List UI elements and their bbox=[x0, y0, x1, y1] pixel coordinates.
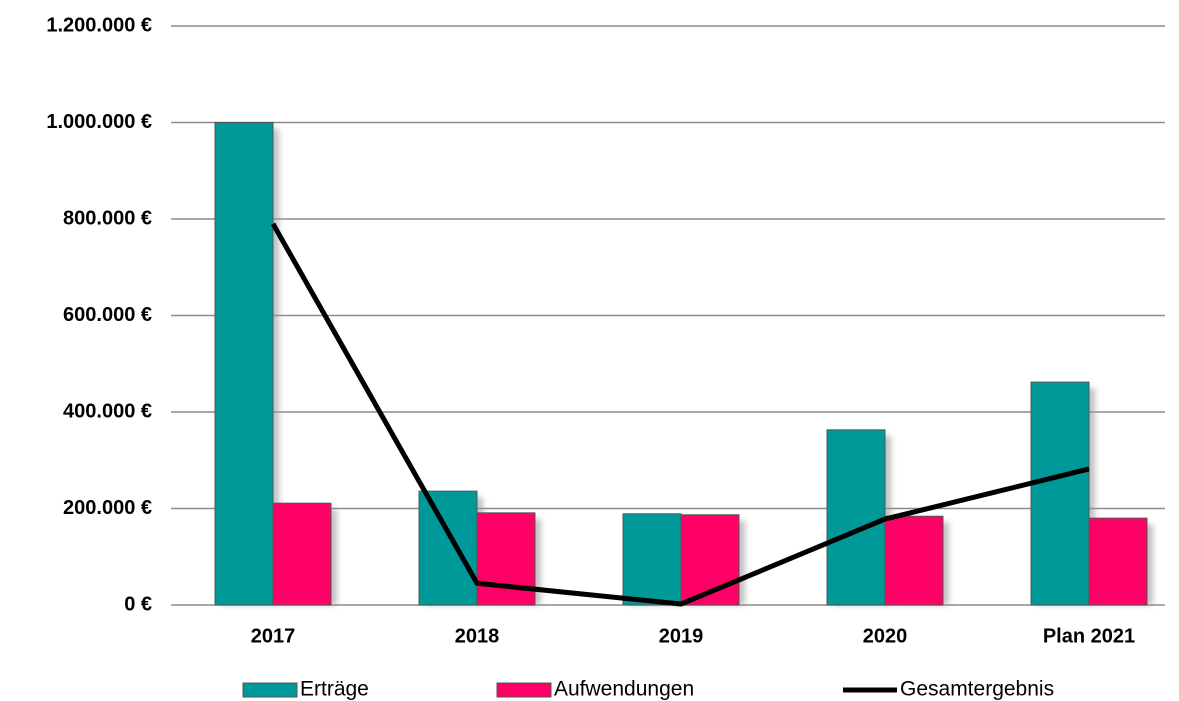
legend-swatch bbox=[242, 682, 298, 698]
y-tick-label: 1.000.000 € bbox=[46, 111, 152, 133]
bar bbox=[418, 490, 478, 606]
bar bbox=[622, 513, 682, 606]
bar bbox=[1088, 517, 1148, 606]
legend-label: Gesamtergebnis bbox=[900, 678, 1054, 701]
legend-swatch bbox=[496, 682, 552, 698]
x-tick-label: 2018 bbox=[455, 625, 500, 647]
y-tick-label: 0 € bbox=[124, 593, 152, 615]
y-tick-label: 400.000 € bbox=[63, 400, 152, 422]
x-tick-label: 2020 bbox=[863, 625, 908, 647]
y-tick-label: 600.000 € bbox=[63, 304, 152, 326]
bar bbox=[272, 502, 332, 606]
y-tick-label: 1.200.000 € bbox=[46, 14, 152, 36]
bar bbox=[884, 515, 944, 606]
x-tick-label: 2017 bbox=[251, 625, 296, 647]
x-tick-label: Plan 2021 bbox=[1043, 625, 1135, 647]
bar bbox=[826, 429, 886, 606]
legend-label: Erträge bbox=[300, 678, 369, 701]
line bbox=[270, 222, 1090, 607]
bar bbox=[1030, 381, 1090, 606]
y-tick-label: 200.000 € bbox=[63, 497, 152, 519]
bar bbox=[214, 122, 274, 606]
legend-label: Aufwendungen bbox=[554, 678, 694, 701]
bar bbox=[476, 512, 536, 606]
x-tick-label: 2019 bbox=[659, 625, 704, 647]
y-tick-label: 800.000 € bbox=[63, 207, 152, 229]
